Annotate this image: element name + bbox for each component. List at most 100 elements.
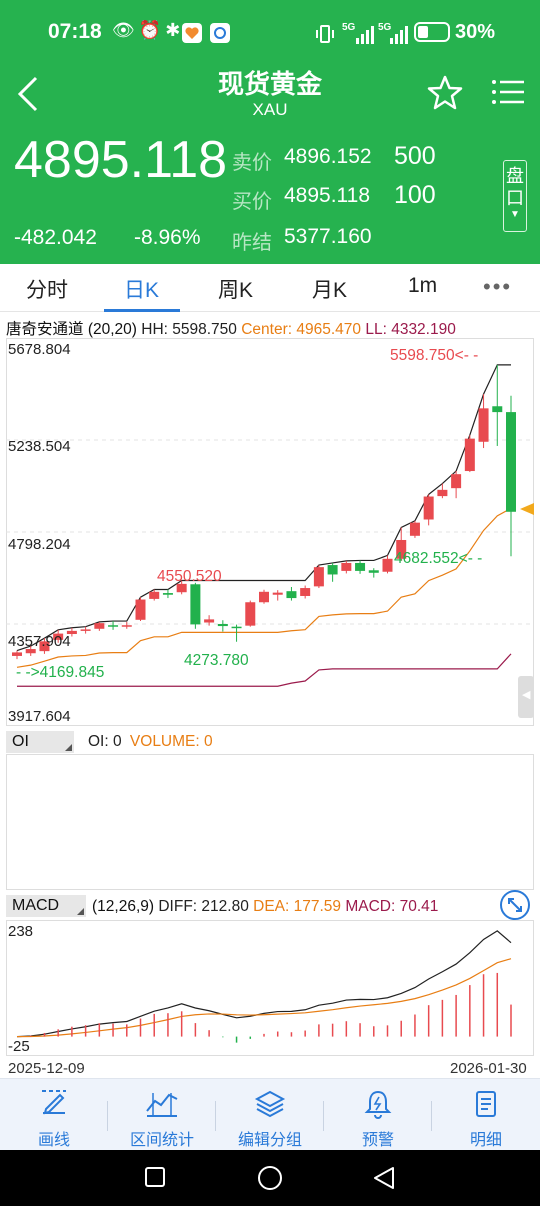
candle-body [286,591,297,599]
tab-monthly[interactable]: 月K [312,279,348,302]
system-navigation-bar [0,1150,540,1206]
nav-divider [215,1101,216,1131]
order-book-char-1: 盘 [506,166,524,186]
candle-body [162,593,173,595]
channel-upper-line [16,364,511,652]
battery-icon [414,22,450,42]
back-arrow-icon[interactable] [10,72,50,116]
candle-body [327,565,338,575]
recent-apps-icon[interactable] [144,1166,166,1188]
status-bar: 07:18 👁⏰✱ 5G 5G 30% [0,0,540,62]
network-label-1: 5G [342,22,356,33]
edit-group-button[interactable]: 编辑分组 [216,1079,324,1151]
candle-body [300,588,311,596]
oi-selector[interactable]: OI [6,731,74,753]
indicator-legend[interactable]: 唐奇安通道 (20,20) HH: 5598.750 Center: 4965.… [6,317,456,339]
back-icon[interactable] [372,1165,396,1191]
macd-diff-line [16,930,512,1038]
signal-icon-2 [390,26,408,44]
bid-volume: 100 [394,181,436,209]
candle-body [259,591,269,603]
candle-body [355,562,366,571]
price-change-percent: -8.96% [134,226,201,249]
ask-volume: 500 [394,142,436,170]
draw-line-label: 画线 [37,1132,70,1149]
mark-low-label: 4273.780 [184,652,249,669]
indicator-name: 唐奇安通道 [6,321,84,338]
oi-legend: OI: 0 VOLUME: 0 [88,733,213,751]
candle-body [121,625,132,627]
candle-body [135,599,146,620]
nav-divider [323,1101,324,1131]
candle-body [396,539,407,559]
candle-body [66,630,77,635]
macd-dea: DEA: 177.59 [253,898,342,915]
candle-body [108,625,119,627]
date-end: 2026-01-30 [450,1060,527,1077]
candle-body [149,591,160,599]
high-annotation: 5598.750<- - [390,347,479,364]
candle-body [492,406,503,413]
tab-1min[interactable]: 1m [408,274,438,297]
macd-selector[interactable]: MACD [6,895,86,917]
candle-body [506,412,516,512]
range-stats-button[interactable]: 区间统计 [108,1079,216,1151]
bottom-toolbar: 画线 区间统计 编辑分组 预警 明细 [0,1078,540,1150]
bell-icon [364,1090,392,1119]
last-low-annotation: 4682.552<- - [394,550,483,567]
network-label-2: 5G [378,22,392,33]
caret-down-icon: ▼ [510,209,520,220]
candle-body [478,408,489,442]
candle-body [423,496,434,520]
bid-label: 买价 [232,191,272,213]
candle-body [272,592,283,595]
candle-body [176,583,187,593]
candle-body [12,652,22,656]
home-icon[interactable] [257,1165,283,1191]
status-icons: 👁⏰✱ [112,20,185,40]
candle-body [451,474,462,489]
order-book-button[interactable]: 盘 口 ▼ [503,160,527,232]
channel-center-line [16,507,512,668]
candlestick-chart[interactable] [6,338,534,726]
tab-weekly[interactable]: 周K [218,279,254,302]
indicator-params: (20,20) [87,321,137,338]
y-axis-label-1: 5678.804 [8,341,71,358]
macd-y-min: -25 [8,1038,30,1055]
candle-body [190,584,201,625]
app-notification-icon [210,23,230,43]
vibrate-icon [316,25,334,43]
alert-button[interactable]: 预警 [324,1079,432,1151]
tab-daily[interactable]: 日K [124,279,160,302]
edit-group-label: 编辑分组 [237,1132,302,1149]
volume-value: VOLUME: 0 [129,733,213,750]
tab-intraday[interactable]: 分时 [26,279,68,302]
macd-diff: DIFF: 212.80 [158,898,249,915]
side-panel-handle[interactable]: ◀ [518,676,534,718]
y-axis-label-4: 4357.904 [8,633,71,650]
favorite-star-icon[interactable] [426,74,464,112]
menu-icon[interactable] [490,74,526,110]
period-tabs: 分时 日K 周K 月K 1m ••• [0,264,540,312]
candle-body [231,626,242,629]
macd-params: (12,26,9) [92,898,155,915]
signal-icon [356,26,374,44]
heart-app-icon [182,23,202,43]
date-start: 2025-12-09 [8,1060,85,1077]
indicator-hh: HH: 5598.750 [141,321,237,338]
candle-body [368,570,379,573]
macd-legend: (12,26,9) DIFF: 212.80 DEA: 177.59 MACD:… [92,898,438,916]
document-icon [476,1091,496,1117]
oi-chart-frame [6,754,534,890]
range-chart-icon [146,1093,178,1117]
low-annotation: - ->4169.845 [16,664,105,681]
detail-button[interactable]: 明细 [432,1079,540,1151]
page-title: 现货黄金 [217,69,322,99]
battery-percent: 30% [455,21,496,43]
fullscreen-icon[interactable] [500,890,530,920]
macd-dea-line [16,958,512,1038]
draw-line-button[interactable]: 画线 [0,1079,108,1151]
candle-body [409,522,420,536]
more-tabs-icon[interactable]: ••• [483,274,513,299]
candle-body [53,633,64,640]
